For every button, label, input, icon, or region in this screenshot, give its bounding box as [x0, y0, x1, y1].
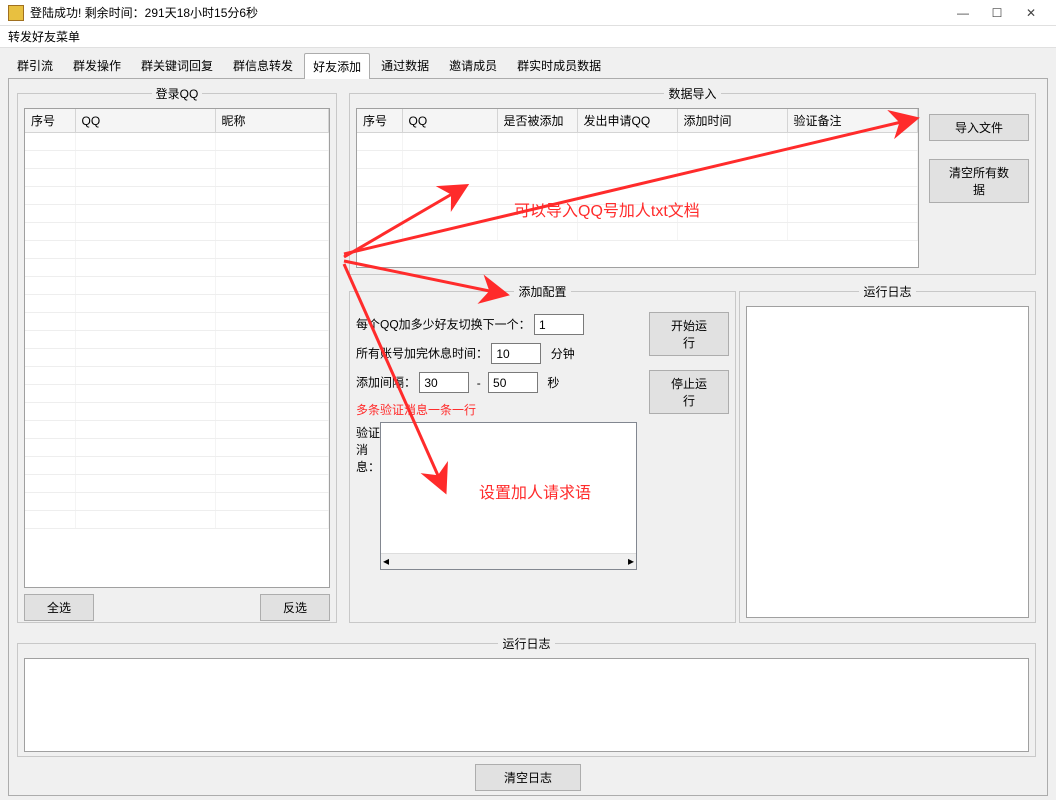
data-import-fieldset: 数据导入 序号 QQ 是否被添加 发出申请QQ 添加时间 验证备注	[349, 85, 1036, 275]
interval-unit: 秒	[547, 376, 559, 390]
import-col-time[interactable]: 添加时间	[677, 109, 787, 133]
tab-group-send[interactable]: 群发操作	[64, 52, 130, 78]
bottom-log-legend: 运行日志	[498, 635, 554, 652]
tab-add-friends[interactable]: 好友添加	[304, 53, 370, 79]
import-table[interactable]: 序号 QQ 是否被添加 发出申请QQ 添加时间 验证备注	[356, 108, 919, 268]
login-col-nick[interactable]: 昵称	[215, 109, 329, 133]
content-area: 群引流 群发操作 群关键词回复 群信息转发 好友添加 通过数据 邀请成员 群实时…	[0, 48, 1056, 800]
maximize-button[interactable]: ☐	[980, 3, 1014, 23]
start-run-button[interactable]: 开始运行	[649, 312, 729, 356]
verify-msg-textarea[interactable]	[381, 423, 636, 553]
close-button[interactable]: ✕	[1014, 3, 1048, 23]
login-qq-fieldset: 登录QQ 序号 QQ 昵称	[17, 85, 337, 623]
menu-item-forward-friends[interactable]: 转发好友菜单	[8, 28, 80, 45]
select-all-button[interactable]: 全选	[24, 594, 94, 621]
bottom-log-fieldset: 运行日志	[17, 635, 1036, 757]
rest-time-input[interactable]	[491, 343, 541, 364]
import-col-seq[interactable]: 序号	[357, 109, 402, 133]
tab-info-forward[interactable]: 群信息转发	[224, 52, 302, 78]
add-config-legend: 添加配置	[514, 283, 570, 300]
tab-pass-data[interactable]: 通过数据	[372, 52, 438, 78]
verify-hint: 多条验证消息一条一行	[356, 401, 637, 418]
run-log-fieldset: 运行日志	[739, 283, 1036, 623]
tab-invite-members[interactable]: 邀请成员	[440, 52, 506, 78]
rest-time-unit: 分钟	[551, 347, 575, 361]
import-col-qq[interactable]: QQ	[402, 109, 497, 133]
clear-all-data-button[interactable]: 清空所有数据	[929, 159, 1029, 203]
bottom-log-textarea[interactable]	[24, 658, 1029, 752]
tab-realtime-members[interactable]: 群实时成员数据	[508, 52, 610, 78]
tab-keyword-reply[interactable]: 群关键词回复	[132, 52, 222, 78]
interval-label: 添加间隔：	[356, 376, 416, 390]
stop-run-button[interactable]: 停止运行	[649, 370, 729, 414]
login-qq-table[interactable]: 序号 QQ 昵称	[24, 108, 330, 588]
import-col-reqqq[interactable]: 发出申请QQ	[577, 109, 677, 133]
import-col-added[interactable]: 是否被添加	[497, 109, 577, 133]
app-icon	[8, 5, 24, 21]
import-file-button[interactable]: 导入文件	[929, 114, 1029, 141]
menubar: 转发好友菜单	[0, 26, 1056, 48]
tab-group-drain[interactable]: 群引流	[8, 52, 62, 78]
tab-strip: 群引流 群发操作 群关键词回复 群信息转发 好友添加 通过数据 邀请成员 群实时…	[0, 48, 1056, 78]
scroll-right-icon[interactable]: ▸	[628, 554, 634, 569]
switch-count-label: 每个QQ加多少好友切换下一个：	[356, 318, 531, 332]
run-log-textarea[interactable]	[746, 306, 1029, 618]
interval-lo-input[interactable]	[419, 372, 469, 393]
login-col-qq[interactable]: QQ	[75, 109, 215, 133]
data-import-legend: 数据导入	[664, 85, 720, 102]
clear-log-button[interactable]: 清空日志	[475, 764, 581, 791]
window-titlebar: 登陆成功! 剩余时间：291天18小时15分6秒 — ☐ ✕	[0, 0, 1056, 26]
login-col-seq[interactable]: 序号	[25, 109, 75, 133]
verify-msg-label: 验证消息：	[356, 424, 380, 475]
add-config-fieldset: 添加配置 每个QQ加多少好友切换下一个： 所有账号加完休息时间： 分钟 添加间隔…	[349, 283, 736, 623]
tab-body: 登录QQ 序号 QQ 昵称	[8, 78, 1048, 796]
switch-count-input[interactable]	[534, 314, 584, 335]
run-log-legend: 运行日志	[859, 283, 915, 300]
interval-hi-input[interactable]	[488, 372, 538, 393]
rest-time-label: 所有账号加完休息时间：	[356, 347, 488, 361]
login-qq-legend: 登录QQ	[152, 85, 203, 102]
invert-select-button[interactable]: 反选	[260, 594, 330, 621]
window-title: 登陆成功! 剩余时间：291天18小时15分6秒	[30, 4, 946, 21]
import-col-remark[interactable]: 验证备注	[787, 109, 918, 133]
minimize-button[interactable]: —	[946, 3, 980, 23]
scroll-left-icon[interactable]: ◂	[383, 554, 389, 569]
interval-dash: -	[477, 376, 481, 390]
